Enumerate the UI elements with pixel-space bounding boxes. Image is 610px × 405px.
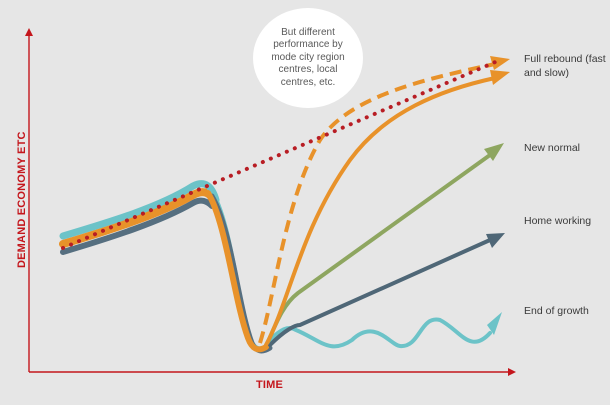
- full-rebound-slow-arrowhead: [490, 70, 510, 85]
- trend-line-dotted: [61, 58, 502, 250]
- annotation-text: But different performance by mode city r…: [271, 26, 345, 88]
- label-full-rebound: Full rebound (fast and slow): [524, 53, 606, 79]
- full-rebound-slow-line: [264, 76, 497, 347]
- pre-crisis-band-grey: [60, 197, 215, 255]
- y-axis-label: DEMAND ECONOMY ETC: [16, 131, 28, 268]
- end-of-growth-line: [268, 317, 492, 349]
- crash-curve-orange: [205, 190, 269, 353]
- label-home-working: Home working: [524, 215, 592, 227]
- full-rebound-fast-arrowhead: [490, 56, 510, 70]
- label-new-normal: New normal: [524, 142, 581, 154]
- end-of-growth-arrowhead: [487, 312, 502, 335]
- home-working-line: [268, 238, 492, 347]
- full-rebound-fast-line: [258, 62, 496, 344]
- x-axis-label: TIME: [256, 379, 284, 391]
- label-end-of-growth: End of growth: [524, 305, 589, 317]
- annotation-bubble: But different performance by mode city r…: [253, 8, 363, 108]
- home-working-arrowhead: [486, 233, 505, 248]
- new-normal-arrowhead: [484, 143, 504, 161]
